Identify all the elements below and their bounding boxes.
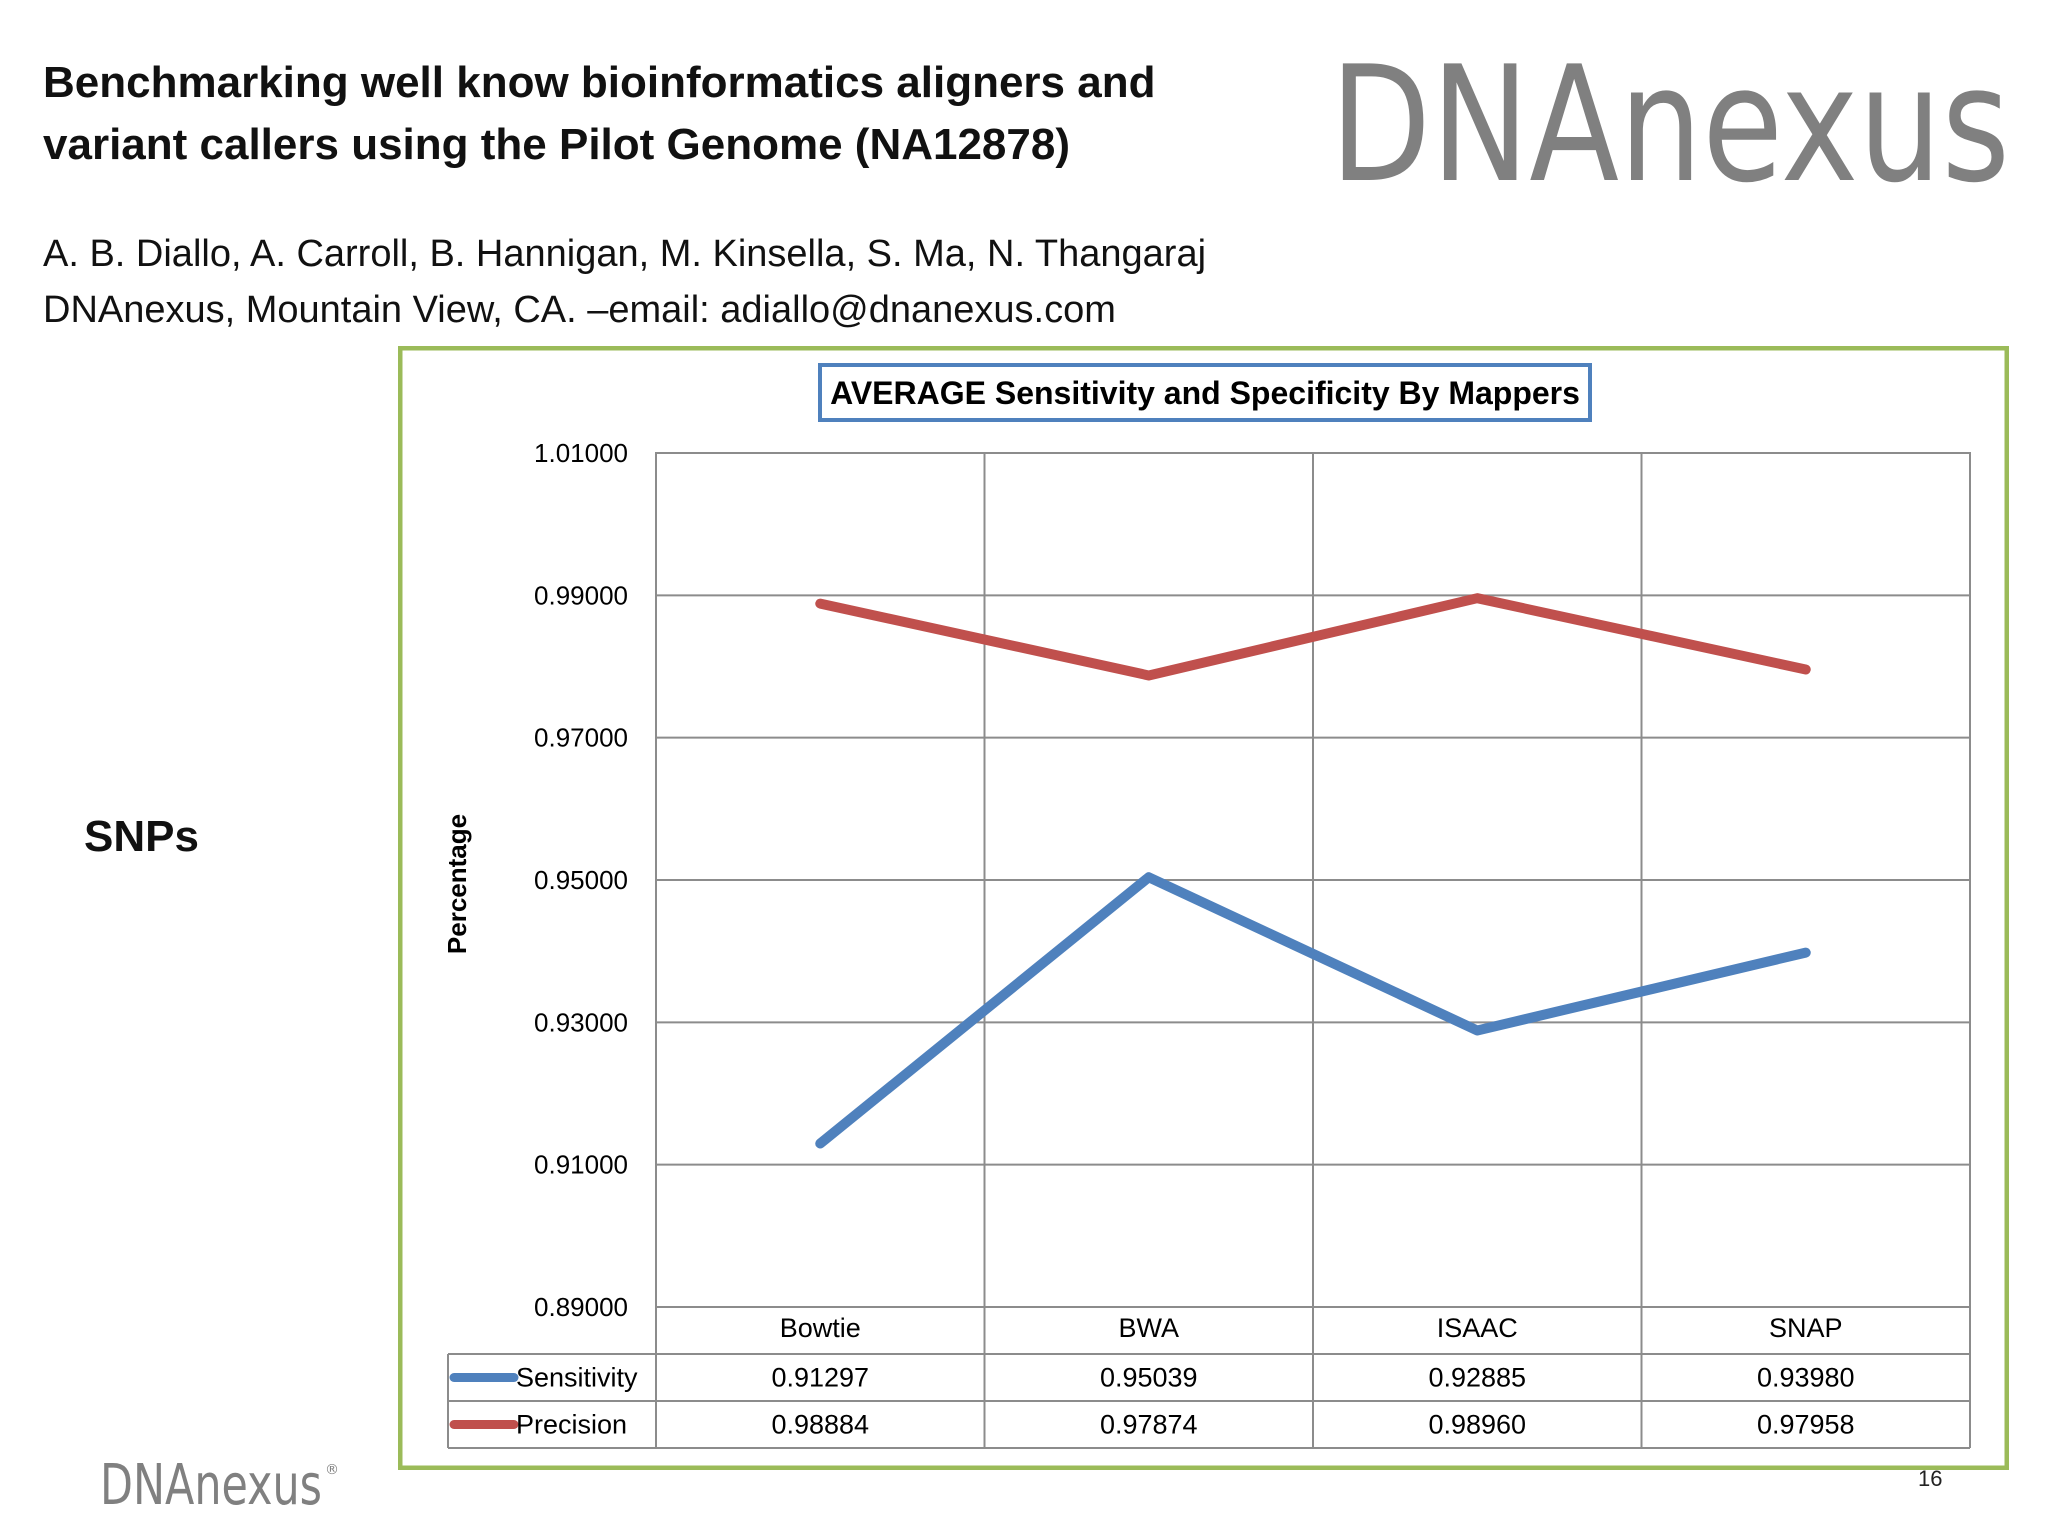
snps-label: SNPs <box>84 812 199 861</box>
title-line-2: variant callers using the Pilot Genome (… <box>43 120 1070 169</box>
data-table: Bowtie BWA ISAAC SNAP Sensitivity 0.91297 0.95… <box>447 1313 1970 1449</box>
y-tick-label: 0.95000 <box>534 865 628 895</box>
table-cell-value: 0.97958 <box>1757 1410 1855 1440</box>
dnanexus-small-logo: DNAnexus ® <box>100 1453 339 1512</box>
table-cell-value: 0.98884 <box>771 1410 869 1440</box>
y-tick-label: 1.01000 <box>534 438 628 468</box>
table-cell-value: 0.98960 <box>1428 1410 1526 1440</box>
dnanexus-logo: DNAnexus <box>1330 50 2010 200</box>
y-tick-label: 0.93000 <box>534 1007 628 1037</box>
x-tick-label: ISAAC <box>1437 1313 1518 1343</box>
table-cell-value: 0.92885 <box>1428 1363 1526 1393</box>
data-point-sensitivity <box>816 1139 825 1148</box>
authors-block: A. B. Diallo, A. Carroll, B. Hannigan, M… <box>43 226 1443 338</box>
data-point-sensitivity <box>1144 873 1153 882</box>
y-tick-label: 0.97000 <box>534 723 628 753</box>
data-point-precision <box>1801 665 1810 674</box>
data-point-sensitivity <box>1801 948 1810 957</box>
legend-label-precision: Precision <box>516 1410 627 1440</box>
data-point-sensitivity <box>1473 1026 1482 1035</box>
data-point-precision <box>1473 594 1482 603</box>
affiliation-line: DNAnexus, Mountain View, CA. –email: adi… <box>43 289 1116 331</box>
slide-title: Benchmarking well know bioinformatics al… <box>43 52 1293 176</box>
legend-label-sensitivity: Sensitivity <box>516 1363 638 1393</box>
title-line-1: Benchmarking well know bioinformatics al… <box>43 58 1156 107</box>
y-tick-label: 0.89000 <box>534 1292 628 1322</box>
table-cell-value: 0.95039 <box>1100 1363 1198 1393</box>
data-point-precision <box>816 599 825 608</box>
y-tick-label: 0.91000 <box>534 1150 628 1180</box>
series-line-sensitivity <box>815 872 1811 1149</box>
chart-title: AVERAGE Sensitivity and Specificity By M… <box>830 375 1580 411</box>
y-axis-label: Percentage <box>442 814 472 954</box>
chart-title-box <box>818 363 1592 422</box>
small-logo-text: DNAnexus <box>100 1453 322 1512</box>
y-tick-label: 0.99000 <box>534 580 628 610</box>
table-cell-value: 0.93980 <box>1757 1363 1855 1393</box>
series-layer <box>815 593 1811 1149</box>
line-chart: AVERAGE Sensitivity and Specificity By M… <box>398 346 2009 1470</box>
x-tick-label: Bowtie <box>780 1313 861 1343</box>
series-line-precision <box>815 593 1811 681</box>
slide-number: 16 <box>1918 1466 1943 1491</box>
table-cell-value: 0.97874 <box>1100 1410 1198 1440</box>
data-point-precision <box>1144 671 1153 680</box>
logo-text: DNAnexus <box>1330 50 2010 200</box>
registered-mark: ® <box>325 1462 339 1478</box>
authors-line: A. B. Diallo, A. Carroll, B. Hannigan, M… <box>43 233 1207 275</box>
x-tick-label: BWA <box>1119 1313 1180 1343</box>
grid-layer: 1.01000 0.99000 0.97000 0.95000 0.93000 0.910… <box>534 438 1971 1448</box>
table-cell-value: 0.91297 <box>771 1363 869 1393</box>
x-tick-label: SNAP <box>1769 1313 1843 1343</box>
